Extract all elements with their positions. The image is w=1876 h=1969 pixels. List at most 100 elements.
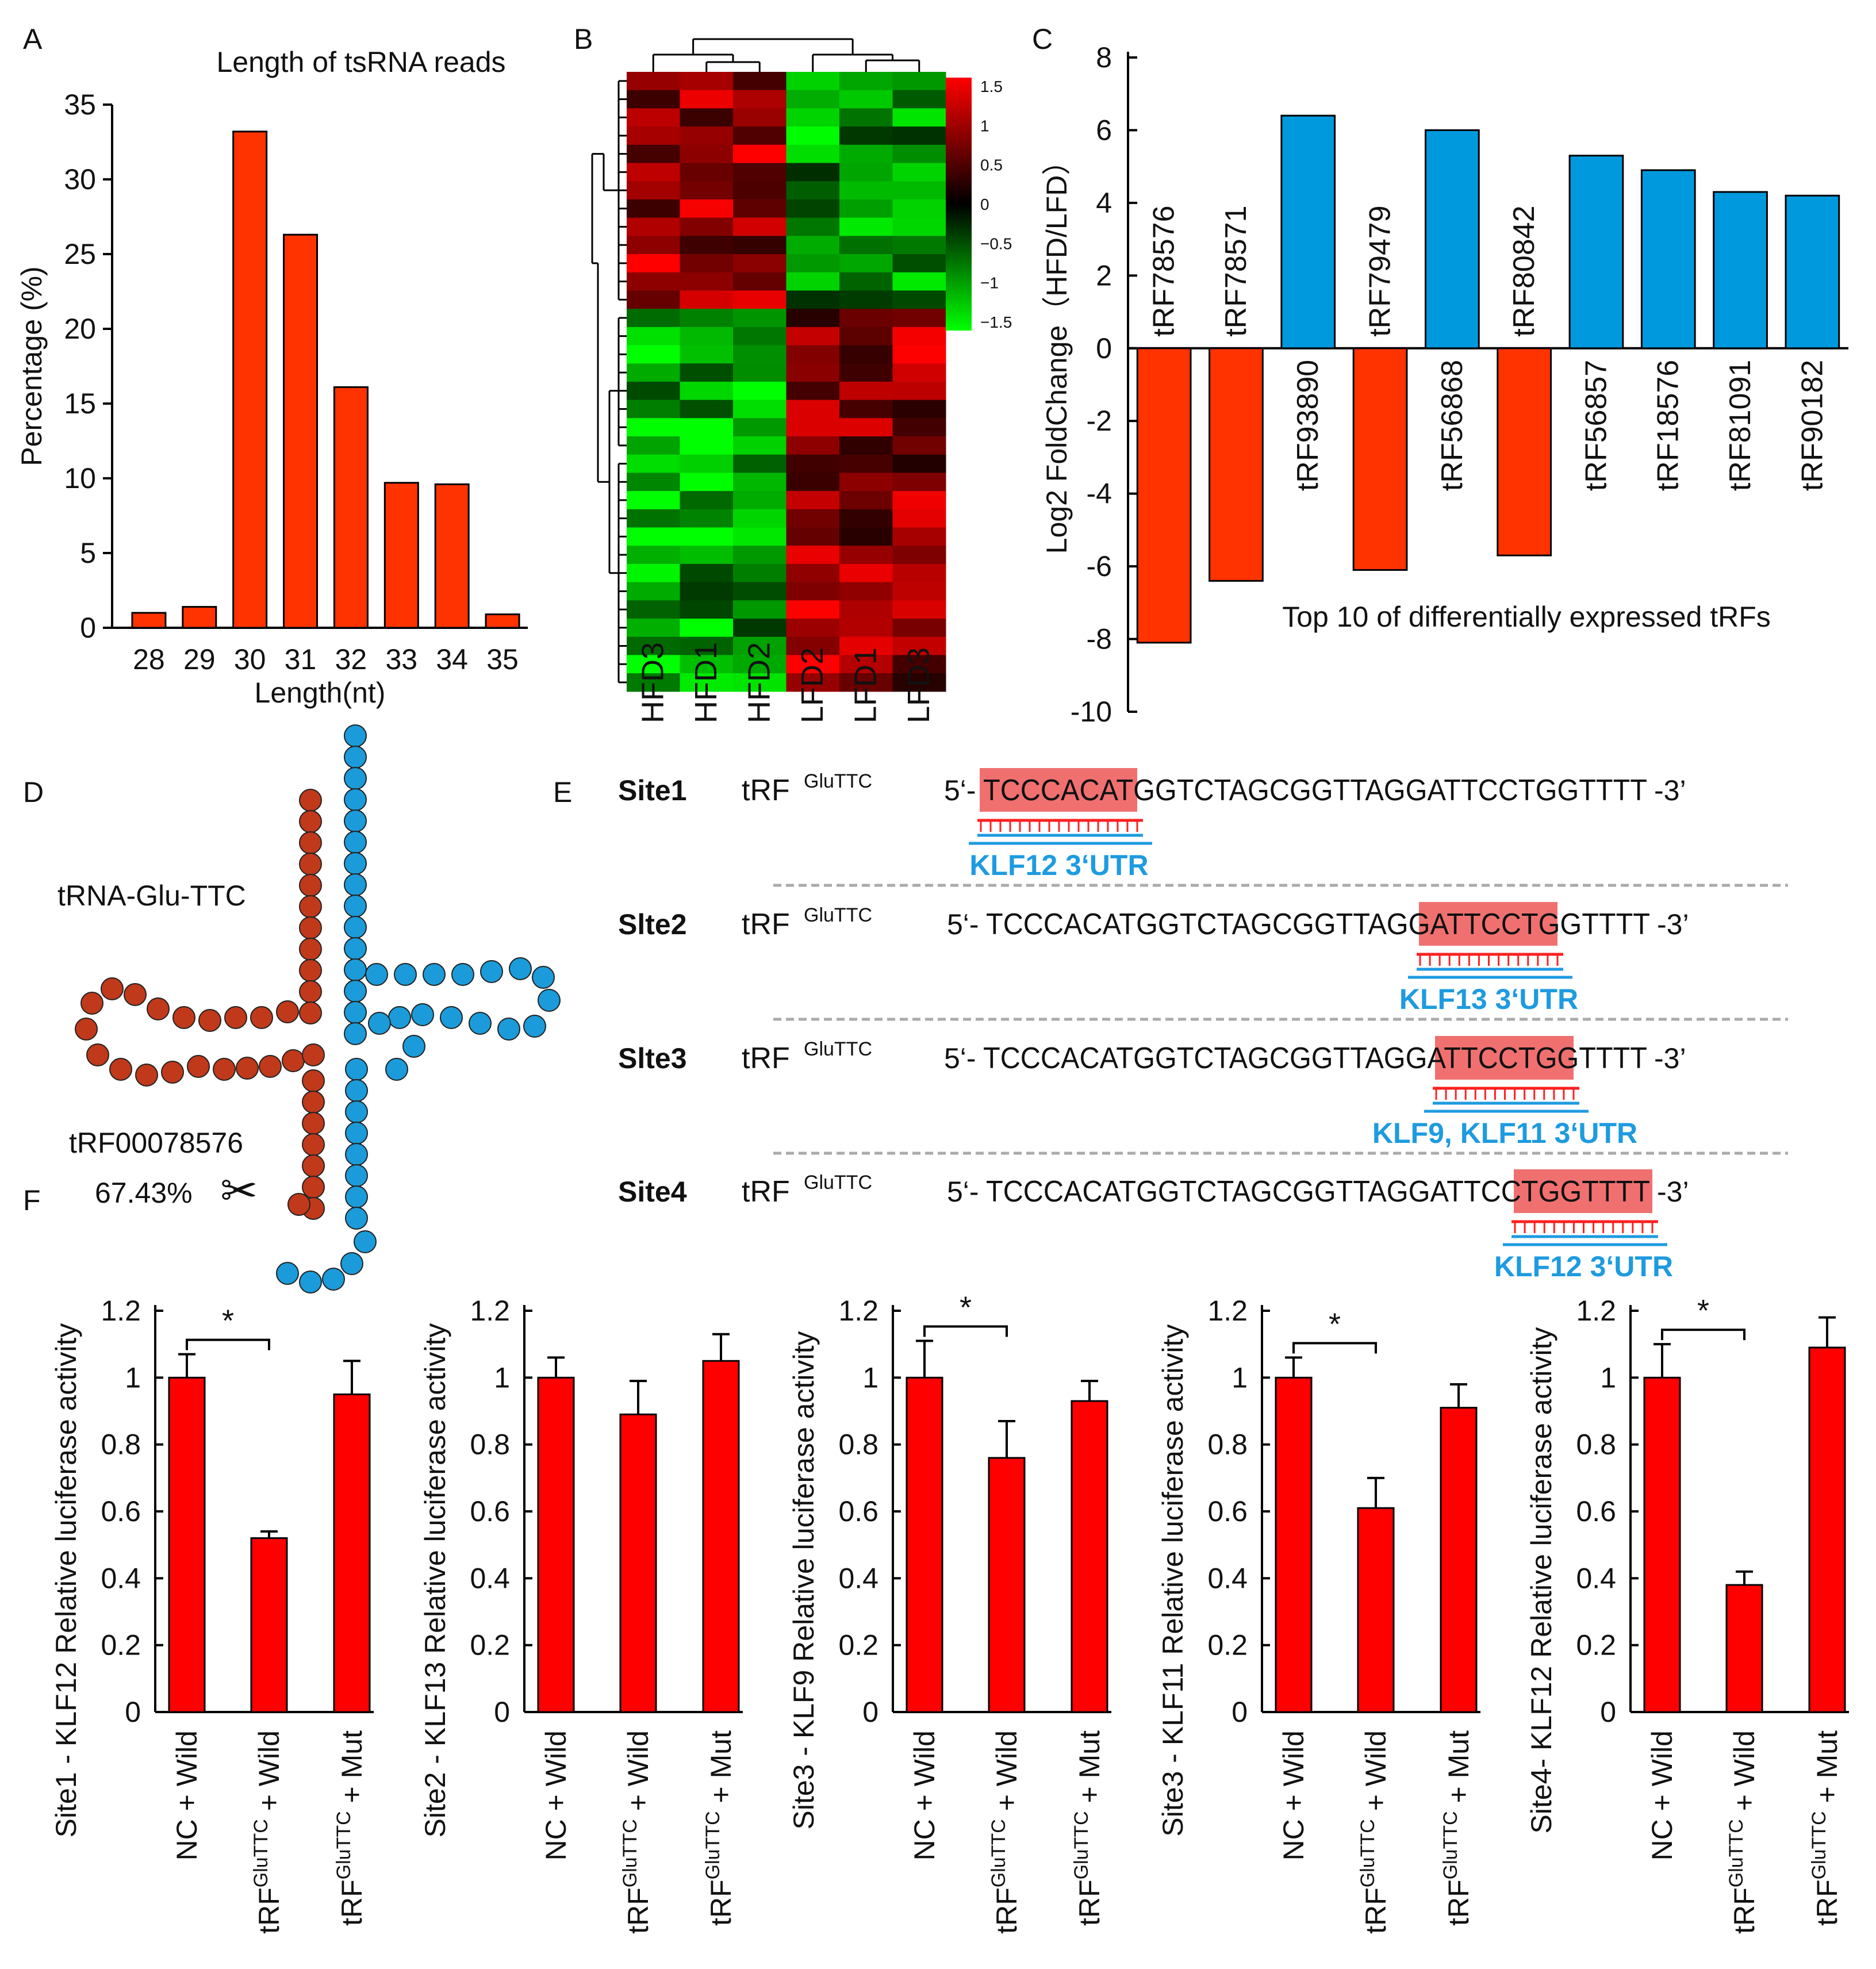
chart-a-bar — [383, 482, 419, 629]
heatmap-cell — [733, 272, 787, 291]
chart-c-bar-label: tRF56857 — [1579, 360, 1613, 491]
chart-f-y-tick-label: 0 — [862, 1696, 878, 1728]
heatmap-cell — [839, 309, 893, 328]
heatmap-cell — [680, 363, 734, 382]
colorbar-tick-label: 1 — [980, 117, 989, 135]
heatmap-cell — [733, 473, 787, 492]
nucleotide-dot — [344, 916, 367, 939]
heatmap-cell — [680, 199, 734, 218]
heatmap-cell — [839, 673, 893, 692]
chart-f-y-label: Site3 - KLF11 Relative luciferase activi… — [1157, 1324, 1189, 1836]
heatmap-cell — [786, 563, 840, 583]
nucleotide-dot — [538, 989, 561, 1012]
heatmap-cell — [786, 454, 840, 473]
nucleotide-dot — [299, 789, 322, 812]
nucleotide-dot — [302, 1154, 325, 1177]
chart-f-y-tick-label: 0.6 — [1207, 1495, 1248, 1527]
chart-c: 8 6 4 2 0 -2 -4 -6 -8 -10 tRF78576 tRF78571 tRF93890… — [1041, 41, 1848, 728]
nucleotide-dot — [299, 916, 322, 939]
colorbar — [946, 78, 972, 331]
chart-a-bar — [434, 483, 470, 629]
chart-f-y-tick-label: 0.2 — [1207, 1629, 1248, 1661]
chart-f-y-label: Site3 - KLF9 Relative luciferase activit… — [788, 1331, 820, 1829]
sequence: TCCCACATGGTCTAGCGGTTAGGATTCCTGGTTTT — [986, 1175, 1650, 1208]
heatmap-cell — [733, 217, 787, 236]
heatmap-cell — [786, 655, 840, 674]
heatmap-cell — [786, 108, 840, 127]
heatmap-cell — [733, 72, 787, 91]
chart-f-y-label: Site2 - KLF13 Relative luciferase activi… — [419, 1323, 451, 1838]
chart-a-y-tick-label: 15 — [64, 387, 96, 420]
chart-f-y-tick-label: 0.4 — [838, 1562, 878, 1594]
heatmap-cell — [733, 381, 787, 401]
nucleotide-dot — [86, 1043, 109, 1066]
chart-f-category-label: NC + Wild — [908, 1730, 941, 1860]
site-label: Slte2 — [618, 908, 687, 941]
nucleotide-dot — [344, 746, 367, 769]
chart-f-y-tick-label: 0 — [125, 1696, 141, 1728]
panel-label-b: B — [574, 23, 593, 55]
heatmap-cell — [680, 400, 734, 419]
nucleotide-dot — [198, 1009, 221, 1032]
heatmap-cell — [733, 108, 787, 127]
nucleotide-dot — [344, 852, 367, 875]
chart-f-category-label: tRFGluTTC + Mut — [333, 1730, 368, 1926]
heatmap-cell — [680, 418, 734, 437]
heatmap-cell — [680, 126, 734, 145]
nucleotide-dot — [299, 980, 322, 1003]
heatmap-cell — [839, 126, 893, 145]
heatmap-column-label: LFD3 — [901, 647, 936, 723]
heatmap-cell — [627, 181, 680, 200]
chart-a-x-tick-label: 33 — [386, 643, 418, 675]
heatmap-cell — [786, 582, 840, 601]
chart-f-y-tick-label: 0.2 — [470, 1629, 510, 1661]
chart-f-y-tick-label: 1.2 — [838, 1295, 878, 1327]
heatmap-cell — [839, 327, 893, 346]
chart-c-y-tick-label: -6 — [1087, 550, 1112, 582]
chart-f-y-tick-label: 1 — [494, 1361, 510, 1394]
heatmap-cell — [733, 509, 787, 528]
heatmap-cell — [733, 144, 787, 163]
chart-c-bar — [1640, 169, 1696, 350]
nucleotide-dot — [469, 1012, 492, 1035]
panel-label-f: F — [23, 1184, 41, 1216]
chart-c-y-tick-label: -4 — [1087, 478, 1112, 510]
heatmap-cell — [680, 491, 734, 510]
heatmap-cell — [786, 126, 840, 145]
heatmap-cell — [839, 546, 893, 565]
heatmap-cell — [627, 655, 680, 674]
heatmap-cell — [733, 254, 787, 273]
nucleotide-dot — [282, 1049, 305, 1072]
chart-f-category-label: tRFGluTTC + Wild — [988, 1730, 1023, 1934]
three-prime: -3’ — [1654, 1042, 1686, 1074]
chart-a-bar — [283, 233, 319, 629]
heatmap-cell — [627, 72, 680, 91]
nucleotide-dot — [302, 1091, 325, 1114]
chart-a-bar — [131, 612, 167, 629]
heatmap-cell — [892, 619, 946, 638]
heatmap-cell — [680, 527, 734, 546]
heatmap-cell — [733, 673, 787, 692]
nucleotide-dot — [224, 1006, 247, 1029]
nucleotide-dot — [354, 1230, 377, 1253]
chart-f-y-tick-label: 0.2 — [101, 1629, 141, 1661]
seed-highlight — [1435, 1036, 1574, 1080]
heatmap-cell — [839, 436, 893, 455]
heatmap-cell — [839, 509, 893, 528]
heatmap-cell — [839, 454, 893, 473]
chart-a-x-tick-label: 34 — [436, 643, 468, 675]
heatmap-cell — [839, 473, 893, 492]
heatmap-cell — [733, 327, 787, 346]
heatmap-cell — [680, 582, 734, 601]
heatmap-cell — [892, 546, 946, 565]
chart-f-y-tick-label: 1.2 — [1576, 1295, 1616, 1327]
chart-a-x-tick-label: 35 — [486, 643, 519, 675]
heatmap-cell — [627, 199, 680, 218]
trf-name: tRF — [742, 1175, 790, 1208]
chart-a-x-tick-label: 32 — [335, 643, 367, 675]
heatmap-cell — [733, 236, 787, 255]
heatmap-cell — [627, 473, 680, 492]
heatmap-cell — [839, 290, 893, 309]
nucleotide-dot — [344, 1022, 367, 1045]
nucleotide-dot — [344, 980, 367, 1003]
